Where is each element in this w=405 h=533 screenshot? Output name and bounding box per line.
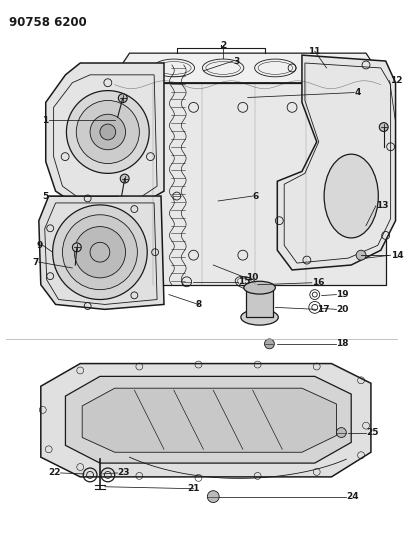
Circle shape: [355, 250, 365, 260]
Polygon shape: [46, 63, 164, 211]
Polygon shape: [109, 83, 385, 285]
Text: 14: 14: [390, 251, 402, 260]
Text: 13: 13: [375, 201, 388, 211]
Text: 3: 3: [232, 56, 239, 66]
Polygon shape: [82, 388, 336, 453]
Polygon shape: [277, 55, 394, 270]
Text: 16: 16: [311, 278, 324, 287]
Circle shape: [120, 174, 129, 183]
Text: 9: 9: [36, 241, 43, 250]
Text: 23: 23: [117, 469, 130, 478]
Circle shape: [72, 243, 81, 252]
Text: 22: 22: [48, 469, 60, 478]
Ellipse shape: [243, 281, 275, 294]
Polygon shape: [39, 196, 164, 309]
Text: 18: 18: [336, 340, 348, 349]
Ellipse shape: [240, 309, 277, 325]
Circle shape: [378, 123, 387, 132]
Text: 11: 11: [308, 47, 320, 55]
Text: 8: 8: [195, 300, 201, 309]
Ellipse shape: [323, 154, 377, 238]
Circle shape: [207, 491, 219, 503]
Circle shape: [74, 227, 125, 278]
Text: 1: 1: [43, 116, 49, 125]
Text: 21: 21: [187, 484, 199, 493]
Text: 12: 12: [389, 76, 401, 85]
Text: 4: 4: [353, 88, 360, 97]
Text: 17: 17: [316, 305, 328, 314]
Circle shape: [76, 100, 139, 164]
Text: 7: 7: [32, 257, 39, 266]
Text: 2: 2: [220, 41, 226, 50]
Text: 90758 6200: 90758 6200: [9, 15, 87, 29]
Circle shape: [264, 339, 274, 349]
Circle shape: [100, 124, 115, 140]
Polygon shape: [109, 53, 385, 83]
Text: 24: 24: [345, 492, 358, 501]
Circle shape: [118, 94, 127, 103]
Polygon shape: [65, 376, 350, 463]
Circle shape: [90, 114, 125, 150]
Circle shape: [336, 427, 345, 438]
Circle shape: [62, 215, 137, 289]
Text: 25: 25: [365, 428, 377, 437]
Text: 5: 5: [43, 191, 49, 200]
Text: 6: 6: [252, 191, 258, 200]
Polygon shape: [41, 364, 370, 477]
Text: 15: 15: [237, 277, 250, 286]
Text: 10: 10: [245, 273, 258, 282]
Text: 20: 20: [336, 305, 348, 314]
Polygon shape: [245, 288, 273, 317]
Text: 19: 19: [336, 290, 348, 299]
Circle shape: [66, 91, 149, 173]
Circle shape: [53, 205, 147, 300]
